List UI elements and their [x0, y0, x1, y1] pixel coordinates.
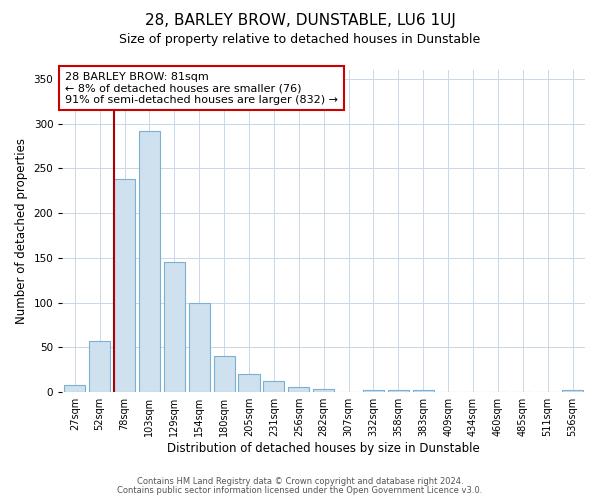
- Bar: [114, 179, 135, 392]
- Text: 28, BARLEY BROW, DUNSTABLE, LU6 1UJ: 28, BARLEY BROW, DUNSTABLE, LU6 1UJ: [145, 12, 455, 28]
- X-axis label: Distribution of detached houses by size in Dunstable: Distribution of detached houses by size …: [167, 442, 480, 455]
- Bar: [388, 390, 409, 392]
- Bar: [313, 388, 334, 392]
- Text: Contains public sector information licensed under the Open Government Licence v3: Contains public sector information licen…: [118, 486, 482, 495]
- Bar: [562, 390, 583, 392]
- Bar: [413, 390, 434, 392]
- Bar: [238, 374, 260, 392]
- Bar: [139, 131, 160, 392]
- Bar: [89, 341, 110, 392]
- Bar: [288, 387, 310, 392]
- Bar: [164, 262, 185, 392]
- Bar: [363, 390, 384, 392]
- Text: Contains HM Land Registry data © Crown copyright and database right 2024.: Contains HM Land Registry data © Crown c…: [137, 477, 463, 486]
- Text: Size of property relative to detached houses in Dunstable: Size of property relative to detached ho…: [119, 32, 481, 46]
- Bar: [64, 385, 85, 392]
- Bar: [263, 382, 284, 392]
- Bar: [188, 302, 210, 392]
- Y-axis label: Number of detached properties: Number of detached properties: [15, 138, 28, 324]
- Bar: [214, 356, 235, 392]
- Text: 28 BARLEY BROW: 81sqm
← 8% of detached houses are smaller (76)
91% of semi-detac: 28 BARLEY BROW: 81sqm ← 8% of detached h…: [65, 72, 338, 105]
